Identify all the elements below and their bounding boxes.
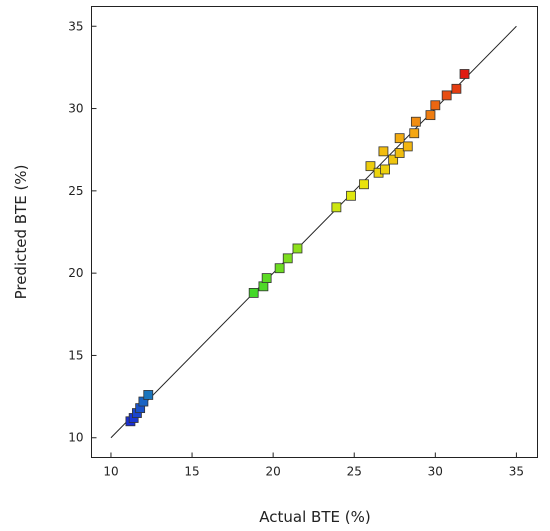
y-axis-ticks: 10 15 20 25 30 35 [68,19,97,445]
x-axis-ticks: 10 15 20 25 30 35 [103,452,524,479]
data-point [380,164,390,175]
data-points [125,69,470,427]
y-tick-label: 30 [68,102,83,116]
data-point [425,110,436,121]
data-point [274,263,285,274]
data-point [292,243,303,254]
data-point [459,69,470,79]
x-tick-label: 30 [428,465,443,479]
data-point [441,90,452,101]
y-tick-label: 10 [68,431,83,445]
data-point [346,190,356,201]
data-point [394,133,405,144]
y-tick-label: 15 [68,348,83,362]
x-tick-label: 35 [509,465,524,479]
y-axis-title: Predicted BTE (%) [12,165,30,300]
data-point [430,100,441,111]
y-tick-label: 20 [68,266,83,280]
x-tick-label: 20 [266,465,281,479]
data-point [409,128,420,139]
data-point [378,146,389,157]
data-point [365,161,376,172]
data-point [248,288,259,298]
plot-frame [91,6,538,458]
y-tick-label: 25 [68,184,83,198]
data-point [331,202,342,213]
data-point [388,154,399,165]
data-point [261,273,272,283]
data-point [402,141,413,152]
data-point [359,179,369,190]
data-point [451,83,462,94]
x-tick-label: 25 [347,465,362,479]
data-point [394,148,405,158]
y-tick-label: 35 [68,19,83,33]
x-axis-title: Actual BTE (%) [259,508,370,526]
x-tick-label: 10 [103,465,118,479]
data-point [258,281,269,292]
data-point [282,253,293,264]
data-point [410,116,421,127]
x-tick-label: 15 [184,465,199,479]
data-point [143,390,154,400]
